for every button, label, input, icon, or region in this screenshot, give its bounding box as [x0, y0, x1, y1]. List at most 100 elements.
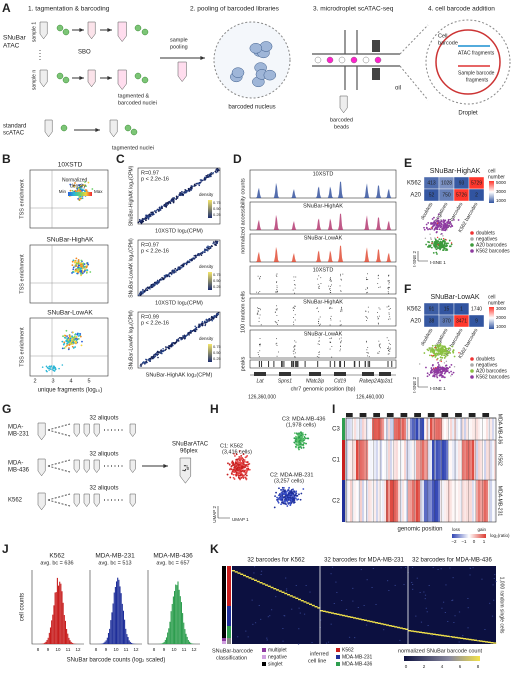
- cnv-cell: [460, 418, 463, 440]
- point: [236, 466, 239, 469]
- point: [245, 478, 248, 481]
- label: SNuBar-HighAK: [303, 299, 343, 305]
- read: [389, 316, 391, 318]
- read: [378, 315, 380, 317]
- cnv-cell: [474, 418, 477, 440]
- cnv-cell: [388, 440, 391, 480]
- panel-label: C: [116, 152, 125, 166]
- noise: [269, 615, 271, 617]
- point: [232, 473, 235, 476]
- cnv-cell: [362, 418, 365, 440]
- cnv-cell: [402, 440, 404, 480]
- point: [446, 366, 449, 369]
- point: [168, 272, 171, 274]
- point: [226, 473, 229, 476]
- point: [209, 247, 212, 250]
- point: [142, 288, 144, 291]
- diag-cell: [322, 610, 326, 612]
- diag-cell: [336, 613, 340, 615]
- point: [173, 269, 175, 272]
- point: [173, 341, 175, 344]
- legend-label: negatives: [476, 236, 498, 242]
- chrom: [475, 413, 483, 417]
- diag-cell: [298, 598, 302, 601]
- point: [432, 368, 435, 370]
- diag-cell: [435, 634, 439, 636]
- hist-bar: [175, 584, 177, 644]
- hist-bar: [168, 628, 170, 644]
- peak: [391, 361, 393, 367]
- label: 32 barcodes for MDA-MB-231: [324, 558, 404, 564]
- label: 10XSTD: [313, 267, 334, 273]
- cnv-cell: [394, 480, 397, 522]
- noise: [491, 615, 494, 617]
- point: [85, 185, 87, 187]
- read: [276, 315, 278, 316]
- label: density: [70, 183, 86, 189]
- point: [457, 219, 460, 221]
- point: [450, 224, 453, 227]
- cnv-cell: [426, 418, 429, 440]
- noise: [493, 578, 495, 579]
- read: [378, 351, 380, 353]
- hist-bar: [120, 593, 122, 644]
- hist-bar: [51, 620, 53, 644]
- read: [378, 345, 380, 347]
- noise: [366, 579, 368, 581]
- point: [72, 266, 75, 269]
- noise: [331, 566, 334, 568]
- cnv-cell: [396, 418, 399, 440]
- hist-bar: [122, 610, 124, 644]
- point: [79, 187, 82, 190]
- read: [379, 286, 381, 288]
- tube: [87, 69, 96, 88]
- cnv-cell: [408, 440, 411, 480]
- cnv-cell: [404, 418, 407, 440]
- point: [215, 314, 218, 316]
- diag-cell: [300, 600, 304, 602]
- hist-bar: [185, 633, 187, 644]
- diag-cell: [482, 640, 486, 643]
- point: [148, 360, 151, 362]
- point: [298, 440, 300, 443]
- cnv-cell: [414, 418, 417, 440]
- point: [183, 263, 186, 266]
- label: SNuBar-LowAK: [430, 294, 479, 301]
- read: [294, 284, 296, 286]
- read: [276, 285, 278, 287]
- noise: [299, 612, 301, 614]
- cnv-cell: [408, 418, 411, 440]
- read: [341, 279, 342, 281]
- noise: [411, 583, 414, 585]
- read: [368, 356, 370, 358]
- label: C2: MDA-MB-231: [270, 472, 313, 478]
- legend-dot: [470, 369, 474, 373]
- cnv-cell: [384, 440, 386, 480]
- cnv-cell: [472, 480, 475, 522]
- label: 2: [33, 378, 36, 384]
- peak: [283, 361, 285, 367]
- point: [280, 503, 282, 506]
- point: [48, 369, 50, 371]
- hist-bar: [111, 612, 113, 644]
- axes: [249, 359, 397, 369]
- noise: [237, 636, 239, 638]
- split: [47, 465, 71, 473]
- point: [439, 221, 442, 223]
- read: [331, 280, 332, 282]
- read: [259, 343, 261, 345]
- cnv-cell: [368, 418, 370, 440]
- tube: [87, 21, 96, 40]
- point: [448, 224, 451, 227]
- cnv-cell: [418, 480, 421, 522]
- point: [289, 491, 292, 494]
- label: ATAC: [3, 43, 20, 50]
- step-title: 4. cell barcode addition: [428, 6, 495, 13]
- point: [436, 345, 439, 348]
- axes: [137, 167, 221, 225]
- label: cell counts: [20, 593, 26, 621]
- peak: [329, 361, 331, 367]
- read: [274, 311, 276, 313]
- noise: [444, 612, 446, 613]
- droplet: [362, 56, 370, 64]
